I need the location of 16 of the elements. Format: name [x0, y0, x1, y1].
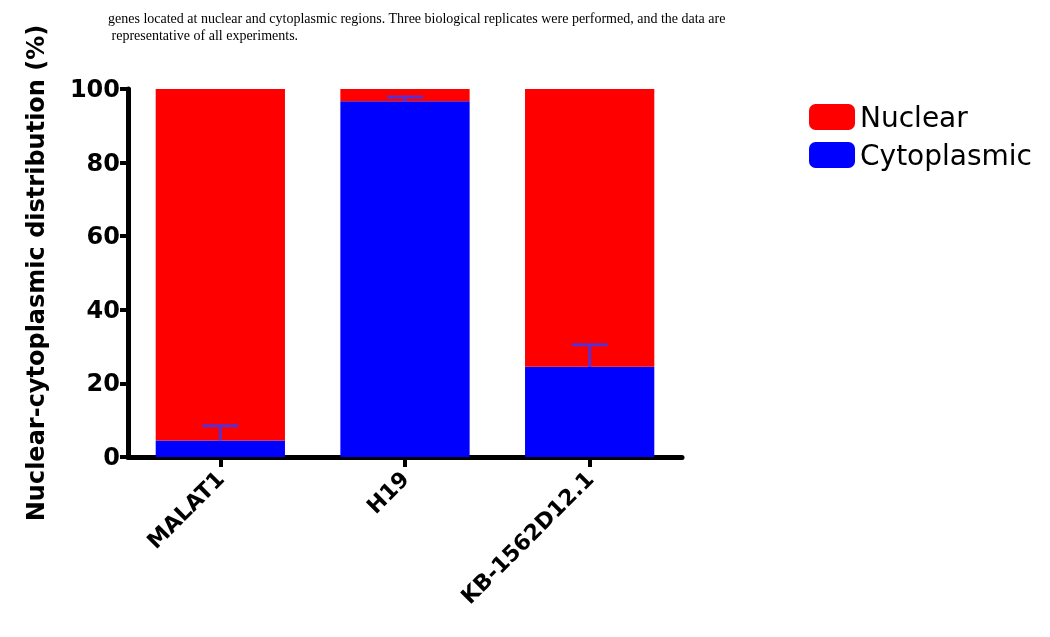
y-tick-label: 80: [86, 148, 120, 177]
bar: [155, 440, 285, 457]
y-tick-label: 40: [86, 295, 120, 324]
legend-label: Cytoplasmic: [860, 138, 1033, 172]
bar: [525, 366, 655, 457]
bar: [155, 89, 285, 441]
legend-label: Nuclear: [860, 100, 969, 134]
y-tick-label: 100: [69, 75, 120, 103]
y-tick-label: 20: [86, 369, 120, 398]
bar: [525, 89, 655, 367]
y-tick-label: 0: [103, 443, 120, 471]
y-axis-title: Nuclear-cytoplasmic distribution (%): [22, 24, 50, 522]
y-tick-label: 60: [86, 222, 120, 251]
bar: [340, 89, 470, 102]
bar: [340, 101, 470, 457]
text: genes located at nuclear and cytoplasmic regions. Three biological replicates were performed, and the data are representative of all experiments.: [108, 11, 726, 43]
